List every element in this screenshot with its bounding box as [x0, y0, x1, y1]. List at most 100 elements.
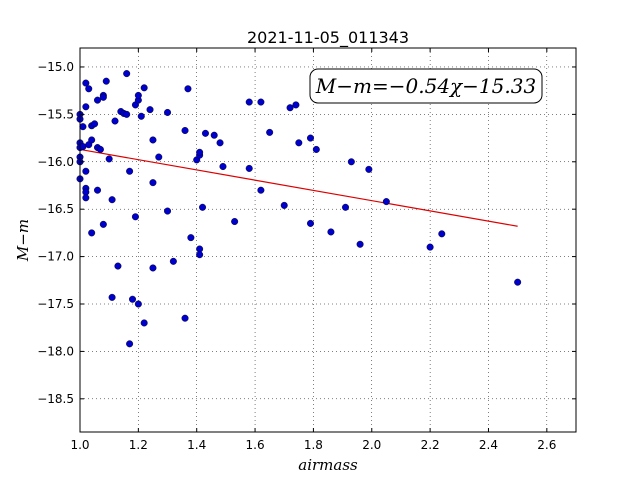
data-point	[94, 186, 102, 194]
x-tick-label: 1.0	[70, 438, 89, 452]
x-tick-label: 1.4	[187, 438, 206, 452]
data-point	[438, 230, 446, 238]
data-point	[280, 201, 288, 209]
x-tick-label: 1.2	[129, 438, 148, 452]
data-point	[123, 110, 131, 118]
data-point	[245, 164, 253, 172]
data-point	[201, 129, 209, 137]
data-point	[82, 167, 90, 175]
data-point	[219, 163, 227, 171]
data-point	[88, 136, 96, 144]
x-tick-label: 1.8	[304, 438, 323, 452]
data-point	[99, 220, 107, 228]
y-tick-label: −17.0	[37, 250, 74, 264]
data-point	[426, 243, 434, 251]
data-point	[129, 295, 137, 303]
data-point	[96, 145, 104, 153]
data-point	[342, 203, 350, 211]
fit-line	[79, 148, 518, 227]
data-point	[164, 108, 172, 116]
data-point	[347, 158, 355, 166]
data-point	[149, 136, 157, 144]
data-point	[82, 194, 90, 202]
data-point	[216, 139, 224, 147]
data-point	[149, 264, 157, 272]
data-point	[82, 103, 90, 111]
data-point	[327, 228, 335, 236]
data-point	[82, 79, 90, 87]
y-tick-label: −18.0	[37, 344, 74, 358]
data-point	[181, 314, 189, 322]
annotation-text: M−m=−0.54χ−15.33	[315, 74, 536, 98]
data-point	[149, 179, 157, 187]
data-point	[140, 319, 148, 327]
plot-frame	[79, 47, 577, 433]
data-point	[365, 165, 373, 173]
grid-lines	[79, 48, 576, 432]
data-point	[231, 218, 239, 226]
data-point	[111, 117, 119, 125]
data-point	[85, 85, 93, 93]
data-point	[292, 101, 300, 109]
data-point	[155, 153, 163, 161]
x-tick-label: 2.6	[537, 438, 556, 452]
data-point	[286, 104, 294, 112]
y-tick-label: −16.0	[37, 155, 74, 169]
data-point	[196, 148, 204, 156]
data-point	[196, 251, 204, 259]
y-tick-label: −15.5	[37, 107, 74, 121]
data-point	[514, 278, 522, 286]
data-point	[382, 198, 390, 206]
data-point	[94, 96, 102, 104]
data-point	[356, 240, 364, 248]
data-point	[126, 167, 134, 175]
data-point	[146, 106, 154, 114]
data-point	[108, 293, 116, 301]
data-point	[99, 93, 107, 101]
data-point	[187, 234, 195, 242]
data-point	[79, 123, 87, 131]
data-point	[102, 77, 110, 85]
y-axis-label: M−m	[14, 219, 32, 262]
annotation-box	[309, 68, 543, 104]
data-point	[137, 112, 145, 120]
data-point	[108, 196, 116, 204]
data-point	[312, 145, 320, 153]
data-point	[169, 257, 177, 265]
x-axis-label: airmass	[298, 456, 358, 474]
data-point	[134, 91, 142, 99]
data-points	[76, 70, 522, 348]
axis-ticks: 1.0 1.2 1.4 1.6 1.8 2.0 2.2 2.4 2.6 −15.0 −15.5 −16…	[37, 48, 576, 452]
data-point	[199, 203, 207, 211]
data-point	[164, 207, 172, 215]
data-point	[114, 262, 122, 270]
data-point	[257, 186, 265, 194]
x-tick-label: 2.2	[421, 438, 440, 452]
x-tick-label: 1.6	[246, 438, 265, 452]
x-tick-label: 2.0	[362, 438, 381, 452]
data-point	[131, 213, 139, 221]
y-tick-label: −17.5	[37, 297, 74, 311]
data-point	[306, 134, 314, 142]
data-point	[181, 126, 189, 134]
data-point	[184, 85, 192, 93]
data-point	[245, 98, 253, 106]
y-tick-label: −18.5	[37, 392, 74, 406]
y-tick-label: −16.5	[37, 202, 74, 216]
data-point	[79, 143, 87, 151]
data-point	[257, 98, 265, 106]
data-point	[88, 229, 96, 237]
data-point	[126, 340, 134, 348]
data-point	[210, 131, 218, 139]
fit-annotation: M−m=−0.54χ−15.33	[309, 68, 543, 104]
data-point	[306, 219, 314, 227]
data-point	[266, 128, 274, 136]
chart-title: 2021-11-05_011343	[247, 28, 409, 48]
data-point	[91, 120, 99, 128]
x-tick-label: 2.4	[479, 438, 498, 452]
data-point	[295, 139, 303, 147]
data-point	[105, 155, 113, 163]
data-point	[123, 70, 131, 78]
data-point	[134, 300, 142, 308]
